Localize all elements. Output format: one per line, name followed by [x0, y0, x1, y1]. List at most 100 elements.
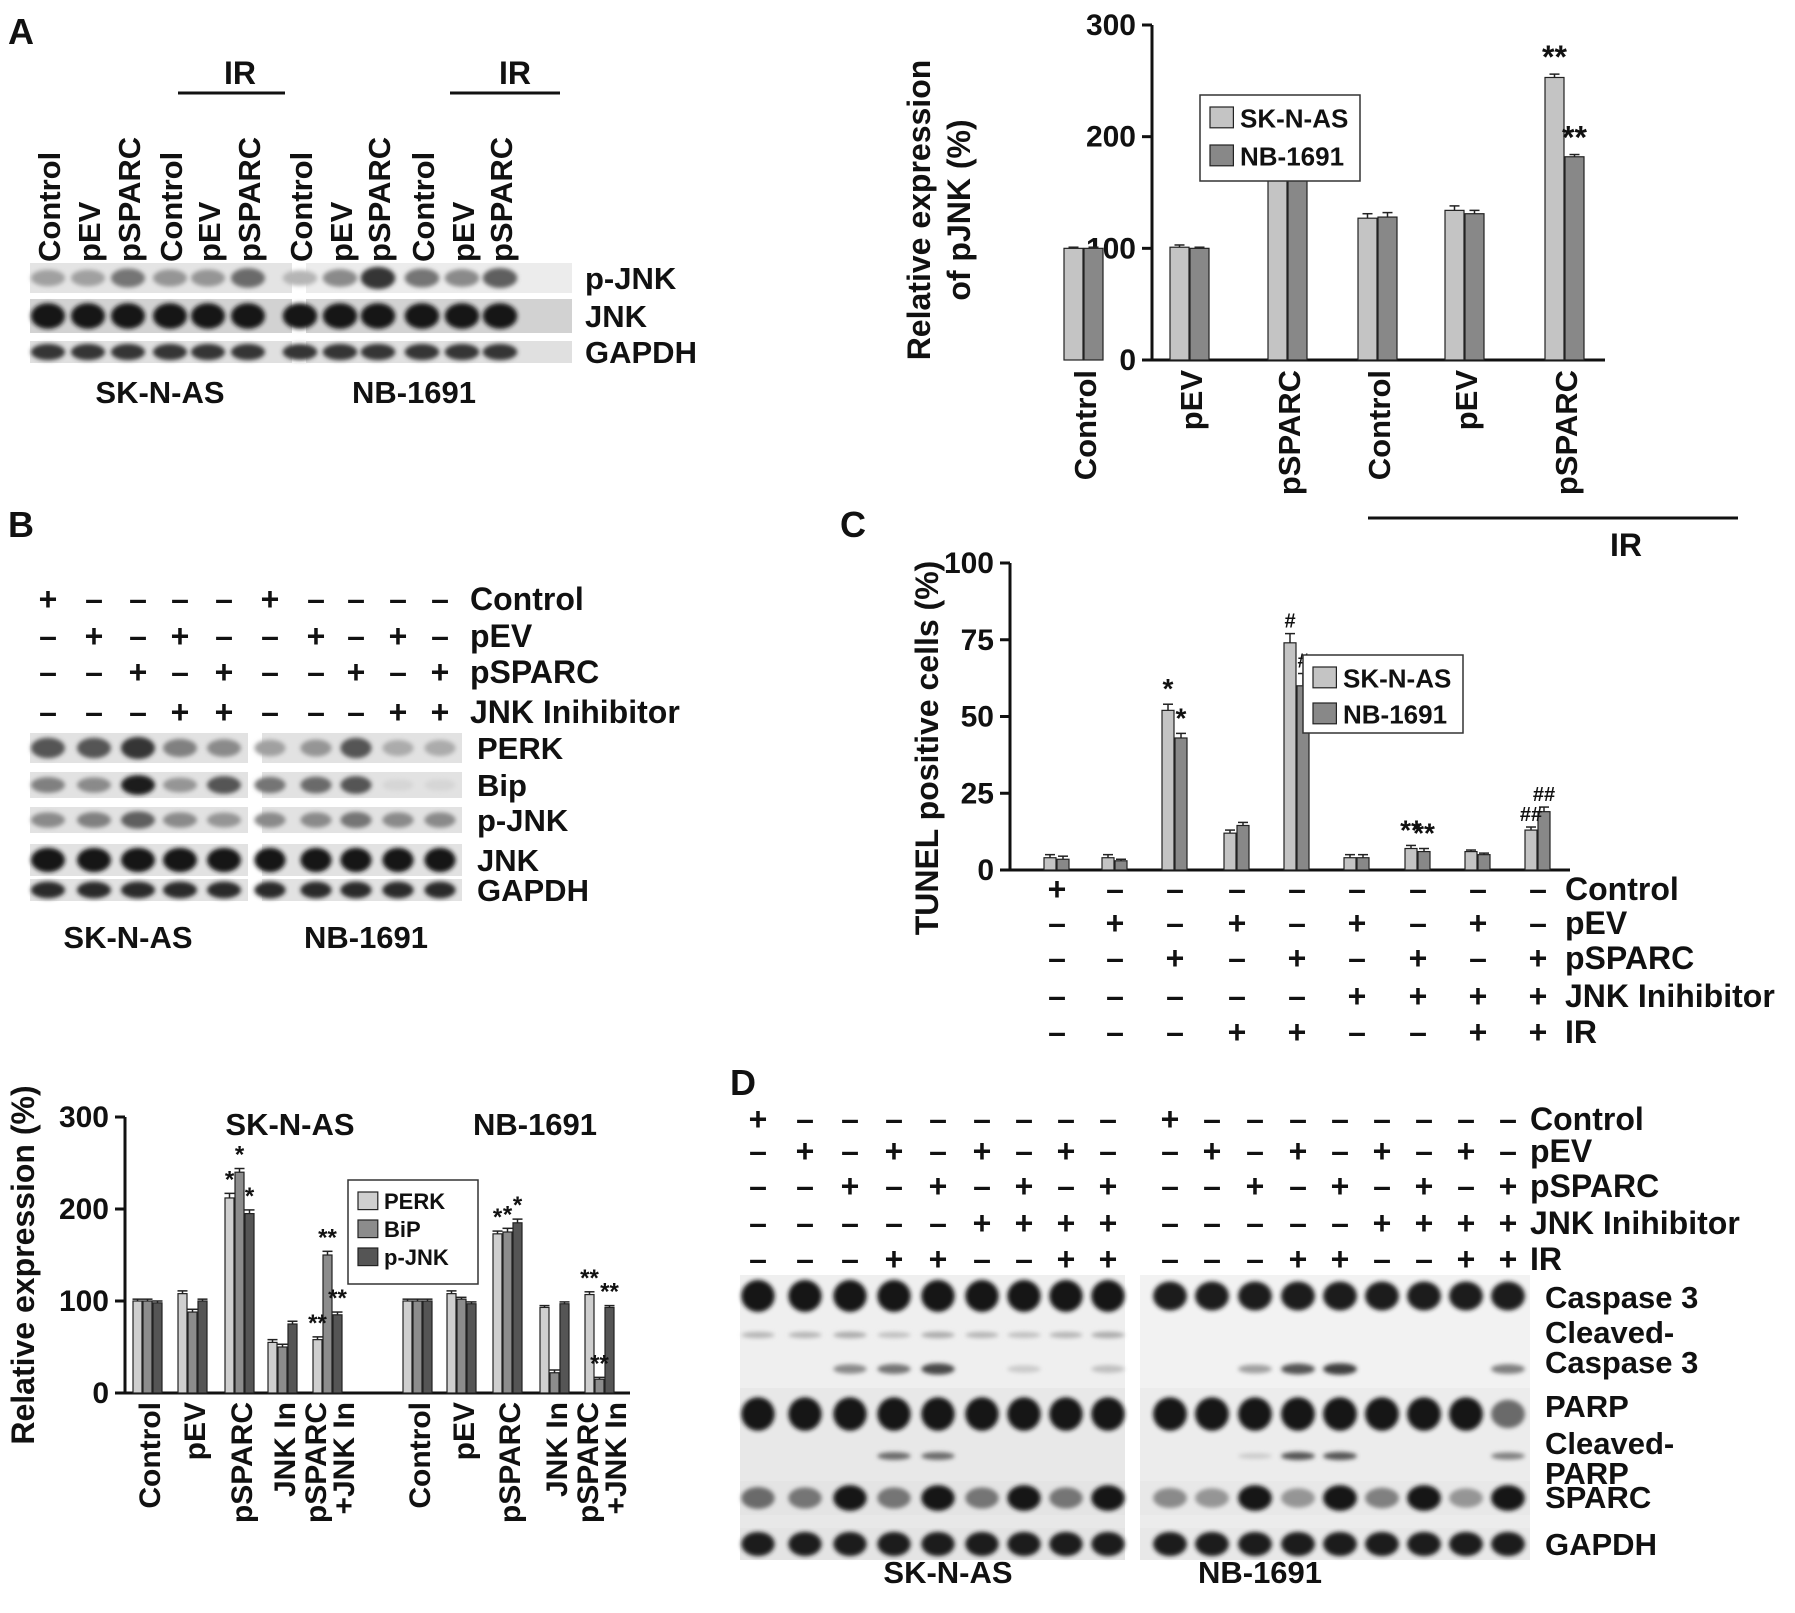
condition-sign: + [885, 1133, 904, 1169]
condition-sign: – [1015, 1241, 1033, 1277]
condition-sign: + [1099, 1241, 1118, 1277]
condition-sign: – [841, 1101, 859, 1137]
band [120, 736, 156, 760]
condition-sign: – [1457, 1168, 1475, 1204]
lane-label-a: pSPARC [484, 137, 519, 262]
band [1281, 1397, 1315, 1431]
bar [584, 1293, 595, 1394]
band [833, 1531, 867, 1557]
bar [234, 1171, 245, 1394]
band [404, 303, 440, 329]
band [120, 775, 156, 795]
condition-sign: – [171, 654, 189, 690]
lane-label-a: pEV [446, 201, 481, 262]
band [921, 1452, 955, 1460]
band [322, 343, 358, 361]
row-label-d: SPARC [1545, 1480, 1651, 1515]
condition-sign: + [171, 618, 190, 654]
chart-tunel: TUNEL positive cells (%) 0 25 50 75 100 ** ## *… [909, 547, 1775, 1050]
lane-label-a: pSPARC [112, 137, 147, 262]
band [877, 1487, 911, 1509]
condition-sign: – [85, 694, 103, 730]
condition-sign: – [261, 618, 279, 654]
band [1491, 1485, 1525, 1511]
bar [402, 1300, 413, 1394]
bar [1063, 247, 1084, 361]
condition-label: pSPARC [1565, 940, 1694, 976]
band [30, 812, 66, 828]
band [30, 303, 66, 329]
condition-label: JNK Inihibitor [470, 694, 680, 730]
legend-swatch [1209, 106, 1234, 129]
row-label-a: JNK [585, 299, 648, 334]
condition-sign: + [1409, 978, 1428, 1014]
condition-sign: – [1409, 905, 1427, 941]
band [162, 812, 198, 828]
legend-entry: SK-N-AS [1240, 103, 1348, 133]
significance-mark: ** [328, 1285, 347, 1312]
condition-sign: – [1057, 1168, 1075, 1204]
condition-sign: – [796, 1168, 814, 1204]
condition-sign: – [1409, 871, 1427, 907]
bar [1189, 247, 1210, 361]
bar [1444, 209, 1465, 361]
strip-d-cleavedparp-nb1691 [1140, 1450, 1530, 1462]
condition-sign: + [1331, 1241, 1350, 1277]
condition-sign: – [1348, 871, 1366, 907]
lane-label-a: Control [154, 152, 189, 262]
condition-sign: – [1228, 940, 1246, 976]
condition-sign: + [1529, 1014, 1548, 1050]
bar [1464, 213, 1485, 361]
band [382, 740, 414, 756]
panel-letter-c: C [840, 504, 866, 545]
band [1491, 1452, 1525, 1460]
band [1007, 1485, 1041, 1511]
band [360, 303, 396, 329]
x-category-label: pSPARC [300, 1402, 333, 1523]
condition-sign: – [1499, 1133, 1517, 1169]
strip-d-casp3-minor-sknas [740, 1329, 1125, 1341]
condition-sign: + [973, 1205, 992, 1241]
band [1323, 1281, 1357, 1311]
band [404, 268, 440, 288]
band [833, 1364, 867, 1374]
x-category-label: pSPARC [226, 1402, 259, 1523]
condition-sign: + [171, 694, 190, 730]
band [741, 1487, 775, 1509]
band [482, 343, 518, 361]
bar [1114, 860, 1128, 871]
x-category-label: pEV [179, 1402, 212, 1460]
band [322, 269, 358, 287]
band [30, 269, 66, 287]
legend-entry: BiP [384, 1217, 421, 1242]
condition-sign: – [347, 581, 365, 617]
band [230, 268, 266, 288]
panel-letter-a: A [8, 11, 34, 52]
band [76, 812, 112, 828]
legend-swatch [1312, 702, 1337, 725]
band [120, 811, 156, 829]
y-tick-label: 0 [1119, 344, 1136, 377]
band [322, 303, 358, 329]
significance-mark: * [513, 1192, 523, 1219]
condition-sign: + [796, 1133, 815, 1169]
y-tick-label: 300 [59, 1101, 109, 1134]
condition-sign: – [1228, 978, 1246, 1014]
band [1091, 1280, 1125, 1312]
strip-b-4-sknas [30, 879, 248, 901]
bar [422, 1300, 433, 1394]
band [404, 343, 440, 361]
y-tick-label: 300 [1086, 9, 1136, 42]
ir-label-a1: IR [224, 55, 256, 91]
band [300, 739, 332, 757]
x-category-label: pEV [1174, 370, 1209, 431]
condition-sign: – [1057, 1101, 1075, 1137]
condition-label: Control [1565, 871, 1679, 907]
strip-b-2-nb1691 [254, 807, 462, 833]
band [741, 1331, 775, 1339]
lane-label-a: Control [32, 152, 67, 262]
legend-swatch [357, 1219, 379, 1239]
band [833, 1280, 867, 1312]
tunel-ylabel: TUNEL positive cells (%) [909, 561, 945, 936]
significance-mark: ** [1542, 39, 1567, 75]
